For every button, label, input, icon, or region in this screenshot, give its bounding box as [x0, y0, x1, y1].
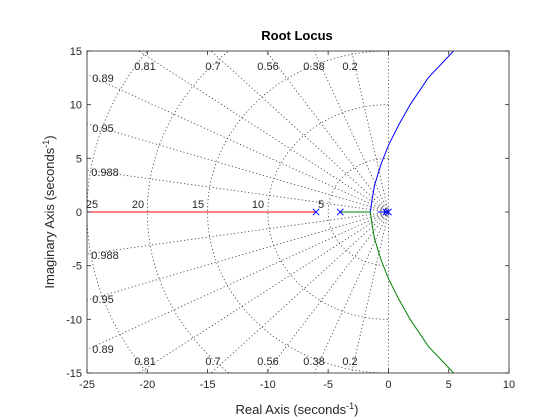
damping-label-bottom: 0.89 [92, 344, 113, 356]
pole-marker-2 [336, 208, 344, 216]
pole-stroke [382, 208, 390, 216]
y-tick-label: -15 [66, 368, 82, 380]
y-tick-label: -5 [72, 261, 82, 273]
pole-marker-3 [312, 208, 320, 216]
damping-line-upper [265, 51, 389, 213]
x-tick-label: -20 [139, 379, 155, 391]
damping-label-top: 0.89 [92, 73, 113, 85]
plot-inner [87, 51, 454, 373]
wn-label: 25 [86, 199, 98, 211]
y-axis-label: Imaginary Axis (seconds-1) [41, 135, 57, 288]
pole-marker-1 [382, 208, 390, 216]
damping-line-lower [351, 211, 389, 373]
damping-label-bottom: 0.81 [134, 356, 155, 368]
y-tick-label: 0 [76, 207, 82, 219]
damping-line-lower [210, 211, 389, 373]
x-tick-label: 5 [446, 379, 452, 391]
plot-area: -25 -20 -15 -10 -5 0 5 10 -15 -10 -5 0 5 10 15 0.2 0.2 0.… [66, 46, 515, 391]
damping-line-upper [87, 74, 389, 213]
y-tick-label: 15 [70, 46, 82, 58]
wn-label: 20 [132, 199, 144, 211]
x-tick-label: -25 [79, 379, 95, 391]
pole-stroke [312, 208, 320, 216]
x-tick-label: -15 [200, 379, 216, 391]
chart-title: Root Locus [261, 28, 333, 43]
damping-label-bottom: 0.988 [91, 250, 119, 262]
damping-line-upper [210, 51, 389, 213]
y-tick-label: -10 [66, 314, 82, 326]
damping-line-upper [87, 169, 389, 213]
locus-branch-4 [369, 211, 454, 373]
damping-label-bottom: 0.38 [303, 356, 324, 368]
damping-line-lower [87, 211, 389, 255]
damping-line-upper [313, 51, 389, 213]
damping-label-top: 0.988 [91, 167, 119, 179]
damping-label-bottom: 0.2 [342, 356, 357, 368]
damping-line-lower [313, 211, 389, 373]
damping-label-top: 0.38 [303, 61, 324, 73]
wn-circle [207, 51, 389, 373]
x-axis-label: Real Axis (seconds-1) [236, 401, 359, 417]
wn-label: 15 [192, 199, 204, 211]
y-tick-label: 10 [70, 100, 82, 112]
damping-label-top: 0.7 [205, 61, 220, 73]
wn-label: 5 [318, 199, 324, 211]
x-tick-label: -10 [260, 379, 276, 391]
damping-line-lower [87, 211, 389, 301]
pole-marker-0 [384, 208, 392, 216]
x-tick-label: 10 [503, 379, 515, 391]
damping-label-bottom: 0.56 [257, 356, 278, 368]
y-tick-label: 5 [76, 153, 82, 165]
damping-line-upper [87, 123, 389, 213]
pole-stroke [384, 208, 392, 216]
damping-label-top: 0.2 [342, 61, 357, 73]
damping-label-bottom: 0.95 [92, 294, 113, 306]
x-tick-label: -5 [323, 379, 333, 391]
damping-label-bottom: 0.7 [205, 356, 220, 368]
x-tick-label: 0 [385, 379, 391, 391]
wn-circle [327, 157, 389, 267]
damping-label-top: 0.95 [92, 123, 113, 135]
damping-label-top: 0.81 [134, 61, 155, 73]
damping-label-top: 0.56 [257, 61, 278, 73]
pole-stroke [336, 208, 344, 216]
wn-label: 10 [252, 199, 264, 211]
damping-line-lower [265, 211, 389, 373]
locus-branch-3 [369, 51, 454, 213]
